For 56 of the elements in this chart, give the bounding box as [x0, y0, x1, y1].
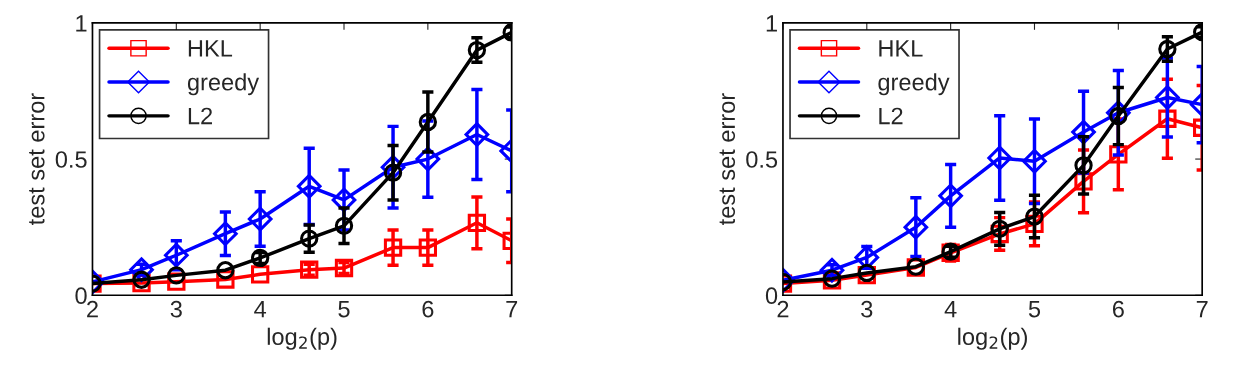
point	[334, 216, 354, 235]
x-axis-title: log$_{2}$(p)	[267, 327, 337, 350]
point	[903, 214, 929, 240]
legend-label: greedy	[878, 73, 950, 96]
point	[300, 260, 319, 279]
x-tick-label: 6	[422, 300, 434, 318]
point	[1158, 109, 1177, 128]
point	[213, 221, 238, 247]
point	[132, 270, 151, 289]
x-tick-label: 5	[1028, 301, 1041, 318]
legend-label: L2	[879, 107, 903, 125]
x-tick-label: 6	[1112, 300, 1124, 318]
y-tick-label: 0	[75, 287, 87, 305]
point	[990, 219, 1009, 238]
y-axis-title: test set error	[29, 93, 45, 225]
x-tick-label: 2	[777, 300, 789, 318]
x-tick-label: 4	[254, 301, 267, 318]
point	[247, 206, 273, 232]
x-axis-title: log$_{2}$(p)	[958, 327, 1027, 350]
y-axis-title: test set error	[719, 93, 736, 225]
point	[467, 213, 487, 232]
point	[1074, 156, 1093, 175]
x-tick-label: 3	[170, 300, 182, 318]
x-tick-label: 5	[338, 301, 350, 318]
point	[296, 173, 322, 199]
x-tick-label: 4	[944, 301, 957, 318]
point	[938, 183, 963, 209]
y-tick-label: 1	[766, 15, 777, 32]
point	[418, 238, 438, 257]
point	[1022, 148, 1047, 174]
point	[464, 122, 490, 147]
y-tick-label: 0.5	[746, 151, 778, 168]
point	[250, 265, 270, 284]
point	[383, 238, 403, 257]
point	[216, 261, 235, 280]
legend-label: HKL	[879, 40, 923, 57]
point	[1109, 145, 1128, 164]
point	[1155, 85, 1180, 110]
point	[467, 40, 487, 60]
point	[300, 229, 319, 248]
point	[1025, 207, 1044, 226]
x-tick-label: 2	[87, 300, 98, 318]
point	[167, 266, 186, 285]
y-tick-label: 1	[76, 15, 87, 32]
legend-label: HKL	[188, 40, 233, 57]
point	[418, 112, 438, 132]
point	[1158, 39, 1177, 59]
point	[163, 242, 189, 268]
legend-label: greedy	[187, 73, 260, 96]
y-tick-label: 0.5	[55, 151, 87, 168]
y-tick-label: 0	[765, 287, 778, 305]
x-tick-label: 7	[506, 301, 518, 318]
legend-label: L2	[188, 107, 212, 125]
x-tick-label: 3	[861, 300, 873, 318]
x-tick-label: 7	[1196, 301, 1208, 318]
point	[987, 145, 1013, 171]
